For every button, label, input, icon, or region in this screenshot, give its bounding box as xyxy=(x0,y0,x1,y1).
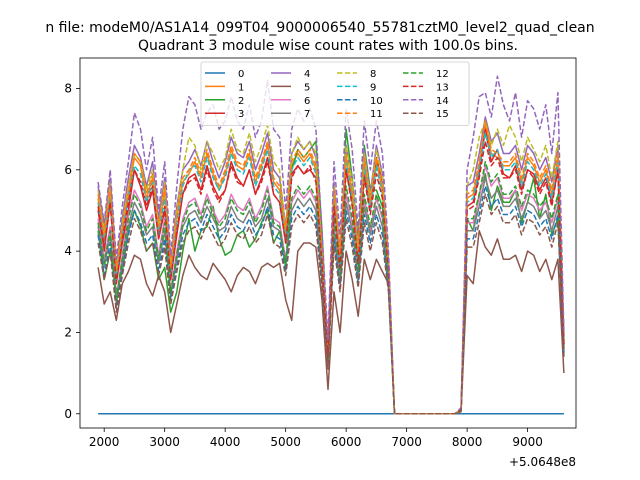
y-tick-label-2: 2 xyxy=(64,325,72,339)
x-tick-label-5000: 5000 xyxy=(270,435,301,449)
series-line-5 xyxy=(97,230,565,415)
legend-entry-8: 8 xyxy=(370,69,376,80)
chart-title: Quadrant 3 module wise count rates with … xyxy=(138,38,518,54)
axes-frame xyxy=(79,57,577,429)
legend-entry-5: 5 xyxy=(304,82,310,93)
x-tick-label-8000: 8000 xyxy=(452,435,483,449)
legend-entry-13: 13 xyxy=(436,82,449,93)
legend-entry-4: 4 xyxy=(304,69,310,80)
y-tick-label-8: 8 xyxy=(64,81,72,95)
legend-entry-3: 3 xyxy=(238,109,244,120)
legend-entry-0: 0 xyxy=(238,69,244,80)
legend-entry-6: 6 xyxy=(304,96,310,107)
x-tick-label-6000: 6000 xyxy=(331,435,362,449)
series-line-15 xyxy=(97,193,565,415)
x-tick-label-7000: 7000 xyxy=(391,435,422,449)
figure-suptitle: n file: modeM0/AS1A14_099T04_9000006540_… xyxy=(45,20,594,36)
series-line-11 xyxy=(97,120,565,415)
legend-entry-1: 1 xyxy=(238,82,244,93)
x-tick-label-4000: 4000 xyxy=(210,435,241,449)
x-tick-label-9000: 9000 xyxy=(512,435,543,449)
legend-entry-15: 15 xyxy=(436,109,449,120)
legend-entry-11: 11 xyxy=(370,109,383,120)
series-line-13 xyxy=(97,140,565,415)
legend-entry-7: 7 xyxy=(304,109,310,120)
y-tick-label-0: 0 xyxy=(64,407,72,421)
legend-entry-10: 10 xyxy=(370,96,383,107)
series-line-14 xyxy=(97,75,565,415)
legend-entry-14: 14 xyxy=(436,96,449,107)
legend-box xyxy=(200,61,470,126)
legend-entry-2: 2 xyxy=(238,96,244,107)
y-tick-label-4: 4 xyxy=(64,244,72,258)
y-tick-label-6: 6 xyxy=(64,163,72,177)
legend-entry-9: 9 xyxy=(370,82,376,93)
series-line-12 xyxy=(97,160,565,415)
plot-area: 2000 3000 4000 5000 6000 7000 8000 900002468012… xyxy=(64,57,577,449)
x-offset-label: +5.0648e8 xyxy=(509,455,576,469)
x-tick-label-2000: 2000 xyxy=(89,435,120,449)
legend-entry-12: 12 xyxy=(436,69,449,80)
x-tick-label-3000: 3000 xyxy=(149,435,180,449)
